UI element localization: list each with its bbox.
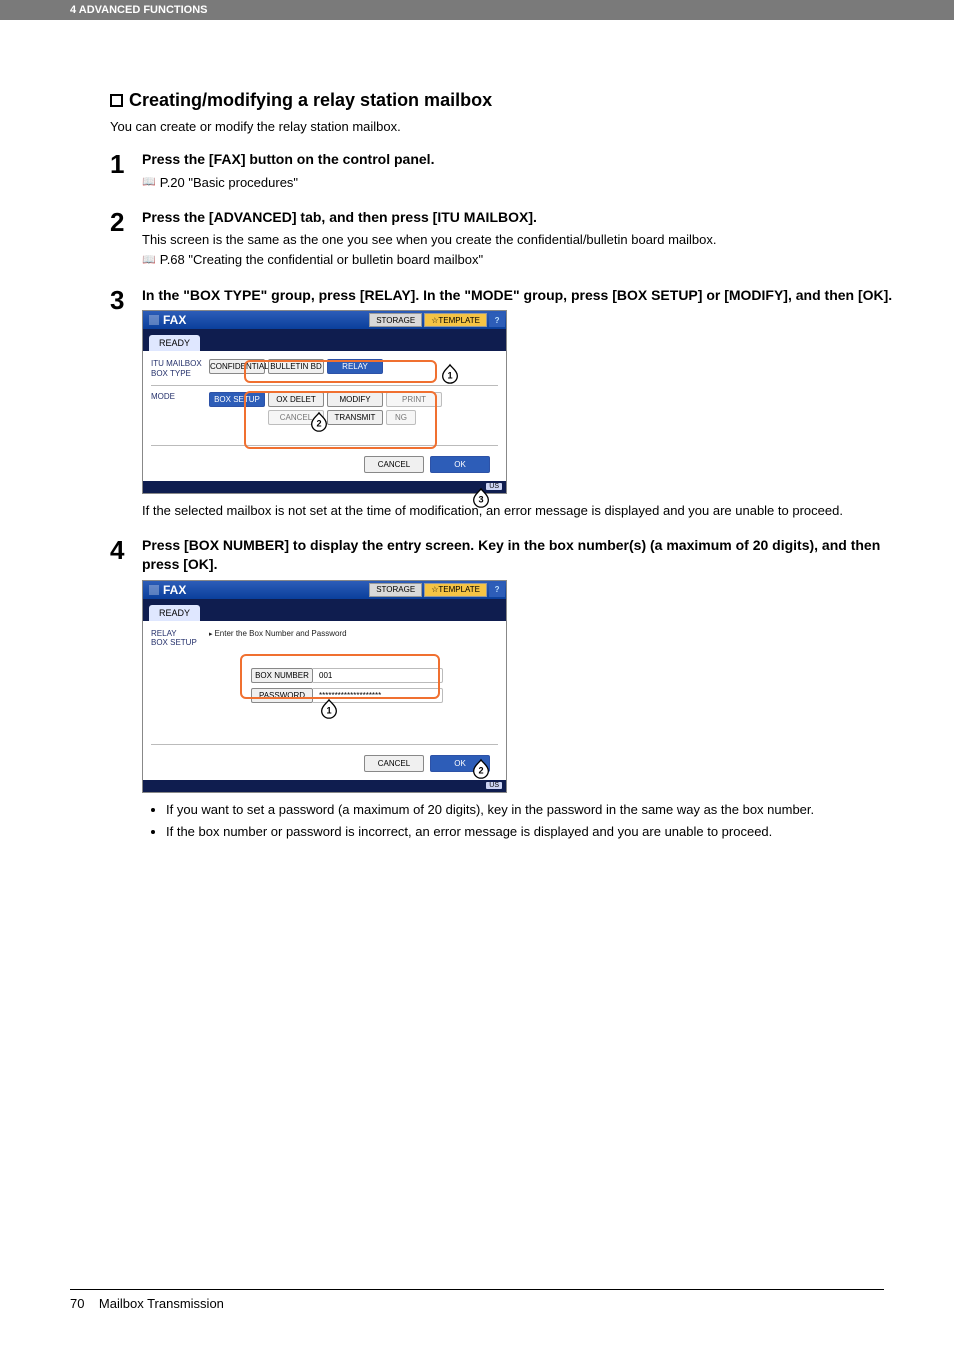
chapter-header: 4 ADVANCED FUNCTIONS bbox=[0, 0, 954, 20]
cancel-button[interactable]: CANCEL bbox=[268, 410, 324, 425]
step-title: Press the [FAX] button on the control pa… bbox=[142, 150, 894, 169]
checkbox-icon bbox=[110, 94, 123, 107]
ng-button[interactable]: NG bbox=[386, 410, 416, 425]
fax-statusbar: US bbox=[143, 481, 506, 493]
page-reference: 📖 P.68 "Creating the confidential or bul… bbox=[142, 251, 483, 269]
cancel-button[interactable]: CANCEL bbox=[364, 755, 424, 772]
step-after-note: If the selected mailbox is not set at th… bbox=[142, 502, 894, 520]
box-delete-button[interactable]: OX DELET bbox=[268, 392, 324, 407]
relay-button[interactable]: RELAY bbox=[327, 359, 383, 374]
box-number-value: 001 bbox=[313, 668, 443, 683]
fax-tab-row: READY bbox=[143, 329, 506, 351]
step-number: 3 bbox=[110, 286, 142, 522]
ok-button[interactable]: OK bbox=[430, 456, 490, 473]
fax-screen-1: FAX STORAGE ☆ TEMPLATE ? READY bbox=[142, 310, 507, 493]
mode-label: MODE bbox=[151, 392, 209, 402]
page-reference: 📖 P.20 "Basic procedures" bbox=[142, 174, 298, 192]
fax-titlebar: FAX STORAGE ☆ TEMPLATE ? bbox=[143, 581, 506, 599]
section-heading: Creating/modifying a relay station mailb… bbox=[110, 90, 894, 111]
template-button[interactable]: ☆ TEMPLATE bbox=[424, 583, 487, 597]
status-pill: US bbox=[486, 782, 502, 789]
template-label: TEMPLATE bbox=[438, 316, 480, 325]
hint-text: Enter the Box Number and Password bbox=[209, 629, 347, 638]
ready-tab[interactable]: READY bbox=[149, 335, 200, 351]
help-button[interactable]: ? bbox=[489, 313, 505, 327]
transmit-button[interactable]: TRANSMIT bbox=[327, 410, 383, 425]
step-note: This screen is the same as the one you s… bbox=[142, 231, 894, 249]
fax-statusbar: US bbox=[143, 780, 506, 792]
step-number: 2 bbox=[110, 208, 142, 272]
step-title: Press the [ADVANCED] tab, and then press… bbox=[142, 208, 894, 227]
fax-icon bbox=[149, 315, 159, 325]
step-1: 1 Press the [FAX] button on the control … bbox=[110, 150, 894, 194]
section-heading-text: Creating/modifying a relay station mailb… bbox=[129, 90, 492, 110]
fax-title-text: FAX bbox=[163, 583, 186, 597]
fax-screen-2: FAX STORAGE ☆ TEMPLATE ? READY bbox=[142, 580, 507, 793]
step-title: In the "BOX TYPE" group, press [RELAY]. … bbox=[142, 286, 894, 305]
page-ref-text: P.20 "Basic procedures" bbox=[160, 174, 298, 192]
bulletin-button[interactable]: BULLETIN BD bbox=[268, 359, 324, 374]
page-ref-text: P.68 "Creating the confidential or bulle… bbox=[160, 251, 483, 269]
intro-text: You can create or modify the relay stati… bbox=[110, 119, 894, 134]
bullet-item: If you want to set a password (a maximum… bbox=[166, 801, 894, 819]
template-button[interactable]: ☆ TEMPLATE bbox=[424, 313, 487, 327]
storage-button[interactable]: STORAGE bbox=[369, 583, 422, 597]
ok-button[interactable]: OK bbox=[430, 755, 490, 772]
bullet-item: If the box number or password is incorre… bbox=[166, 823, 894, 841]
help-button[interactable]: ? bbox=[489, 583, 505, 597]
cancel-button[interactable]: CANCEL bbox=[364, 456, 424, 473]
page-number: 70 bbox=[70, 1296, 84, 1311]
ready-tab[interactable]: READY bbox=[149, 605, 200, 621]
box-setup-button[interactable]: BOX SETUP bbox=[209, 392, 265, 407]
page-footer: 70 Mailbox Transmission bbox=[70, 1289, 884, 1311]
step-2: 2 Press the [ADVANCED] tab, and then pre… bbox=[110, 208, 894, 272]
step-title: Press [BOX NUMBER] to display the entry … bbox=[142, 536, 894, 574]
print-button[interactable]: PRINT bbox=[386, 392, 442, 407]
fax-titlebar: FAX STORAGE ☆ TEMPLATE ? bbox=[143, 311, 506, 329]
step-4: 4 Press [BOX NUMBER] to display the entr… bbox=[110, 536, 894, 845]
template-label: TEMPLATE bbox=[438, 585, 480, 594]
step4-bullets: If you want to set a password (a maximum… bbox=[142, 801, 894, 841]
itu-mailbox-label: ITU MAILBOX BOX TYPE bbox=[151, 359, 209, 378]
fax-tab-row: READY bbox=[143, 599, 506, 621]
password-value: ******************** bbox=[313, 688, 443, 703]
step-number: 4 bbox=[110, 536, 142, 845]
fax-title-text: FAX bbox=[163, 313, 186, 327]
modify-button[interactable]: MODIFY bbox=[327, 392, 383, 407]
status-pill: US bbox=[486, 483, 502, 490]
storage-button[interactable]: STORAGE bbox=[369, 313, 422, 327]
fax-icon bbox=[149, 585, 159, 595]
confidential-button[interactable]: CONFIDENTIAL bbox=[209, 359, 265, 374]
footer-section: Mailbox Transmission bbox=[99, 1296, 224, 1311]
box-number-button[interactable]: BOX NUMBER bbox=[251, 668, 313, 683]
relay-setup-label: RELAY BOX SETUP bbox=[151, 629, 209, 648]
step-number: 1 bbox=[110, 150, 142, 194]
step-3: 3 In the "BOX TYPE" group, press [RELAY]… bbox=[110, 286, 894, 522]
password-button[interactable]: PASSWORD bbox=[251, 688, 313, 703]
book-icon: 📖 bbox=[142, 175, 156, 190]
book-icon: 📖 bbox=[142, 253, 156, 268]
